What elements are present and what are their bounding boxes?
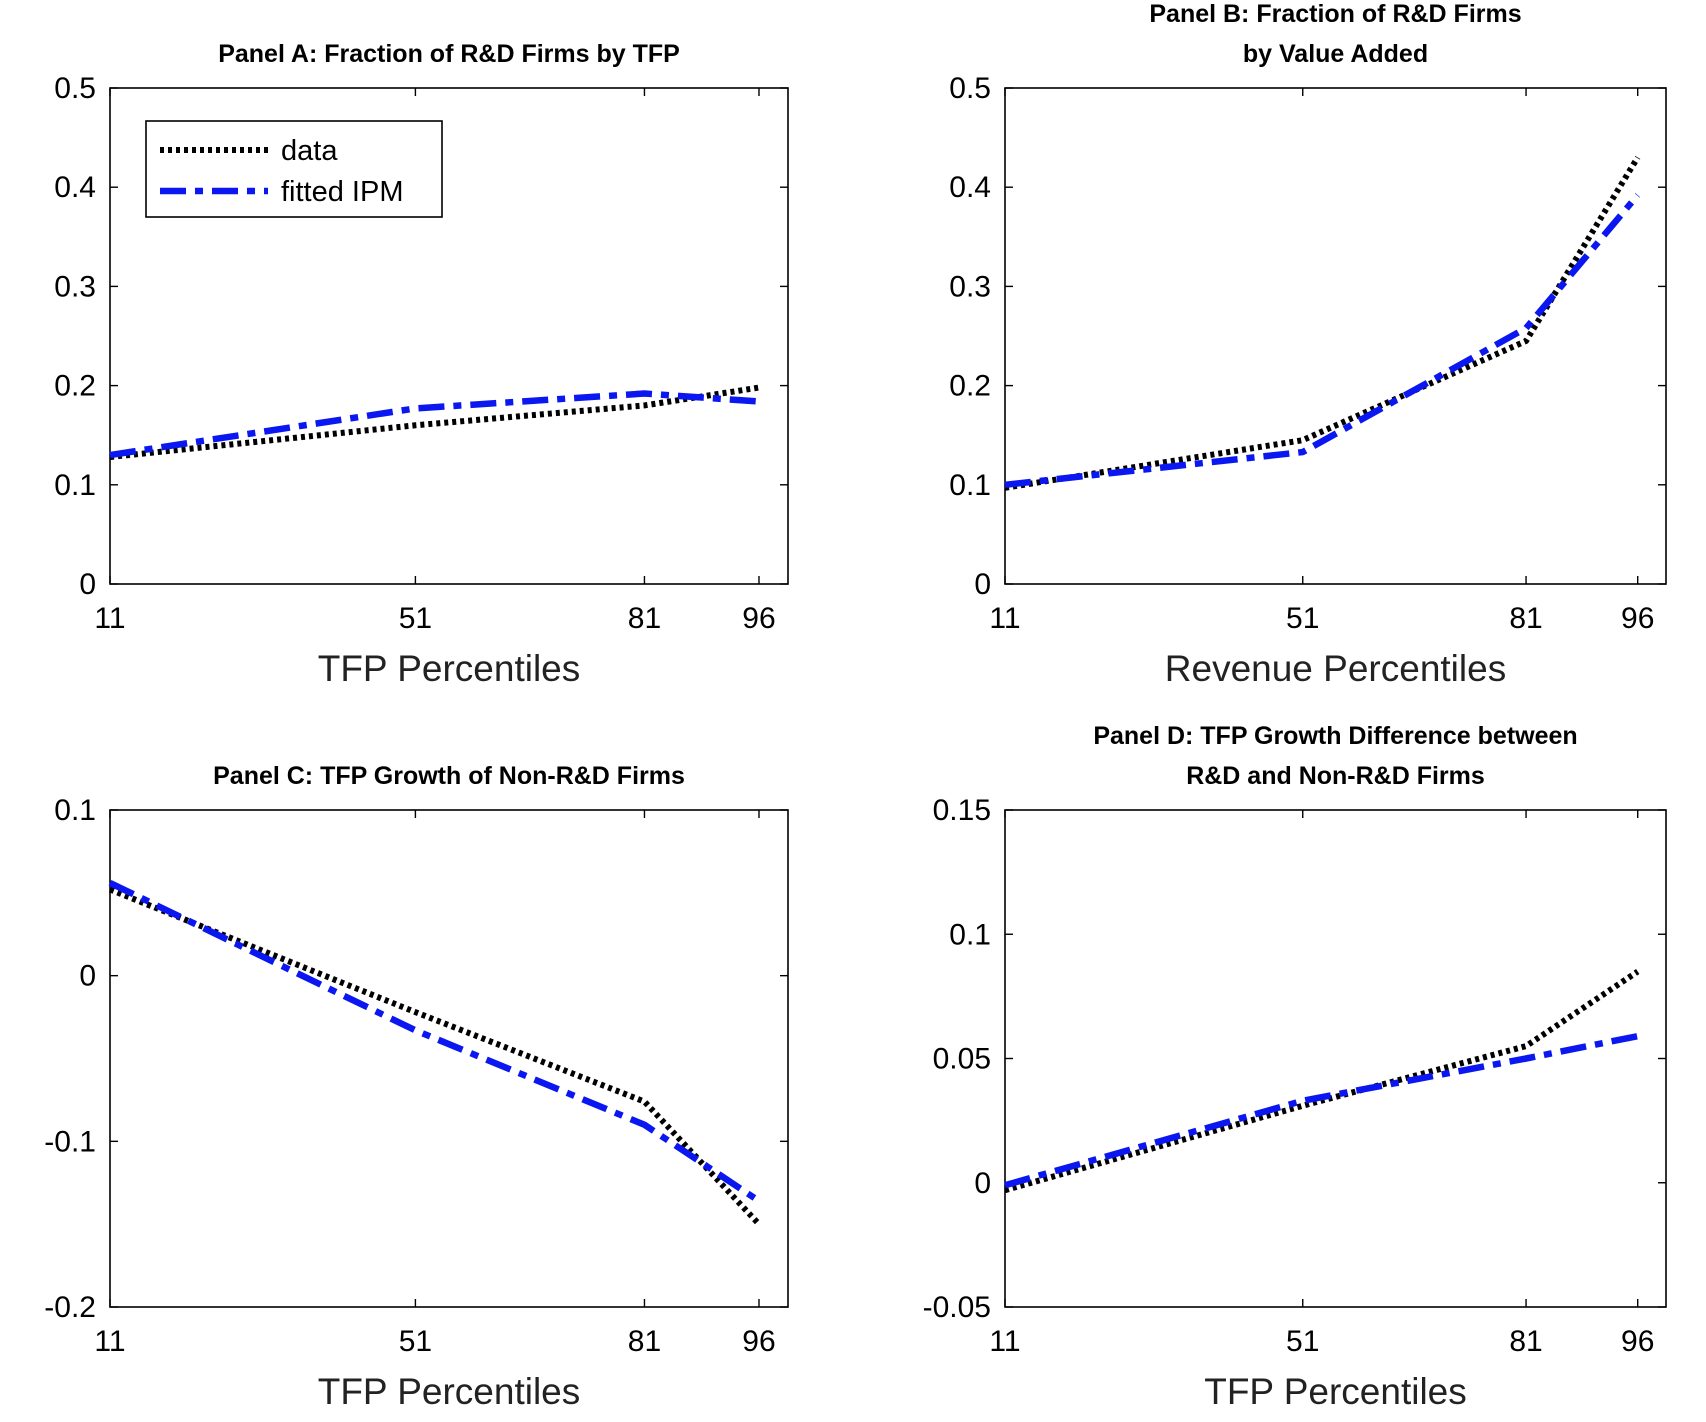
y-tick-label: 0 [974, 568, 991, 601]
panel-title: R&D and Non-R&D Firms [1186, 762, 1485, 790]
panel-title: Panel A: Fraction of R&D Firms by TFP [218, 40, 680, 68]
y-tick-label: 0.3 [54, 270, 96, 303]
y-tick-label: 0.4 [54, 171, 96, 204]
panel-b: 0 0.1 0.2 0.3 0.4 0.5 11 51 81 96 Revenue Percenti… [949, 0, 1667, 689]
legend-label-fitted-ipm: fitted IPM [281, 176, 404, 208]
legend-box [145, 120, 443, 218]
x-axis-label: TFP Percentiles [318, 648, 581, 689]
series-line-fitted-ipm [1004, 1032, 1639, 1189]
y-tick-label: 0.1 [949, 469, 991, 502]
x-tick-label: 51 [399, 602, 432, 635]
y-tick-label: 0.2 [54, 370, 96, 403]
x-axis-label: TFP Percentiles [1204, 1371, 1467, 1412]
x-tick-label: 96 [742, 602, 775, 635]
y-tick-label: -0.05 [923, 1291, 991, 1324]
plot-frame [1004, 809, 1667, 1308]
y-tick-label: 0.1 [949, 918, 991, 951]
y-tick-label: 0 [974, 1167, 991, 1200]
y-tick-label: 0 [79, 960, 96, 993]
panel-c: -0.2 -0.1 0 0.1 11 51 81 96 TFP Percentiles Panel… [44, 762, 789, 1412]
x-tick-label: 96 [1621, 602, 1654, 635]
series-line-fitted-ipm [1004, 193, 1641, 489]
plot-frame [109, 809, 789, 1308]
x-axis-label: Revenue Percentiles [1165, 648, 1506, 689]
x-tick-label: 11 [94, 1325, 125, 1358]
x-tick-label: 51 [1286, 1325, 1319, 1358]
panel-title: Panel D: TFP Growth Difference between [1093, 722, 1577, 750]
panel-a: 0 0.1 0.2 0.3 0.4 0.5 11 51 81 96 TFP Percentiles P… [54, 40, 789, 689]
y-tick-label: 0.15 [933, 794, 991, 827]
x-tick-label: 11 [989, 602, 1020, 635]
panel-title: by Value Added [1243, 40, 1428, 68]
legend: data fitted IPM [145, 120, 443, 218]
x-tick-label: 81 [628, 1325, 661, 1358]
x-tick-label: 96 [742, 1325, 775, 1358]
x-tick-label: 81 [1509, 1325, 1542, 1358]
x-tick-label: 51 [1286, 602, 1319, 635]
y-tick-label: 0 [79, 568, 96, 601]
series-line-fitted-ipm [108, 879, 761, 1204]
x-axis-label: TFP Percentiles [318, 1371, 581, 1412]
x-tick-label: 81 [1509, 602, 1542, 635]
x-tick-label: 11 [989, 1325, 1020, 1358]
y-tick-label: 0.5 [949, 72, 991, 105]
legend-label-data: data [281, 135, 338, 167]
y-tick-label: 0.3 [949, 270, 991, 303]
y-tick-label: -0.1 [44, 1125, 96, 1158]
y-tick-label: 0.05 [933, 1043, 991, 1076]
series-line-data [109, 384, 760, 461]
y-tick-label: 0.1 [54, 794, 96, 827]
y-tick-label: 0.1 [54, 469, 96, 502]
y-tick-label: 0.4 [949, 171, 991, 204]
y-tick-label: 0.2 [949, 370, 991, 403]
y-tick-label: -0.2 [44, 1291, 96, 1324]
series-line-data [1004, 969, 1640, 1194]
plot-frame [1004, 87, 1667, 585]
x-tick-label: 51 [399, 1325, 432, 1358]
panel-title: Panel B: Fraction of R&D Firms [1149, 0, 1521, 28]
panel-d: -0.05 0 0.05 0.1 0.15 11 51 81 96 TFP Percentiles… [923, 722, 1667, 1412]
series-line-data [108, 886, 762, 1227]
series-line-fitted-ipm [109, 390, 760, 459]
panel-title: Panel C: TFP Growth of Non-R&D Firms [213, 762, 685, 790]
x-tick-label: 11 [94, 602, 125, 635]
y-tick-label: 0.5 [54, 72, 96, 105]
x-tick-label: 96 [1621, 1325, 1654, 1358]
plot-frame [109, 87, 789, 585]
x-tick-label: 81 [628, 602, 661, 635]
